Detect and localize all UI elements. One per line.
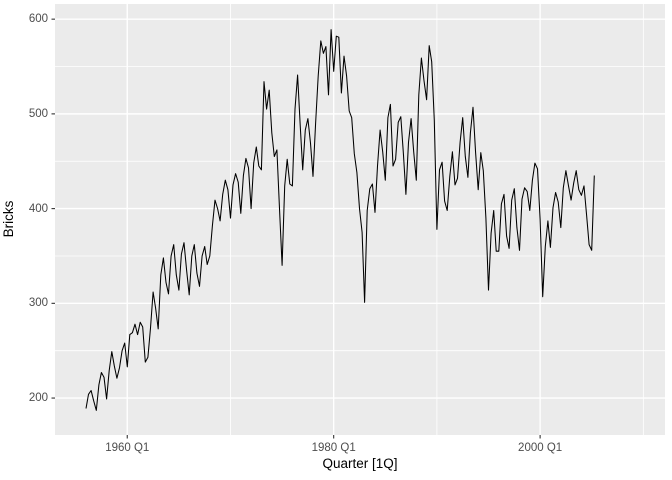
x-tick-label: 1960 Q1 [105,441,150,454]
y-tick-label: 500 [28,107,48,120]
y-tick-label: 600 [28,13,48,26]
panel-background [55,4,665,435]
y-axis-title: Bricks [1,200,16,238]
x-tick-label: 2000 Q1 [518,441,563,454]
y-tick-label: 300 [28,297,48,310]
y-tick-label: 200 [28,392,48,405]
data-line [85,29,595,411]
y-tick-label: 400 [28,202,48,215]
x-axis-title: Quarter [1Q] [322,456,398,471]
x-tick-label: 1980 Q1 [311,441,356,454]
